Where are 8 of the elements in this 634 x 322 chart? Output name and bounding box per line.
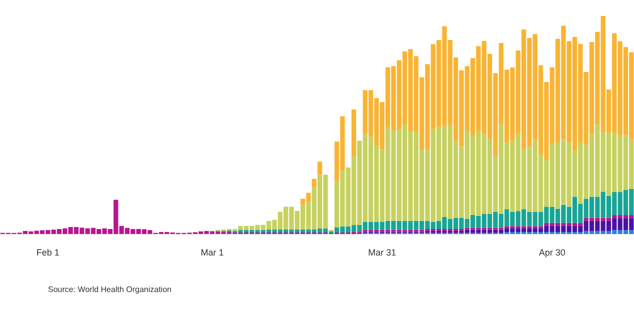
source-note: Source: World Health Organization xyxy=(48,285,172,294)
bar xyxy=(312,178,316,188)
bar xyxy=(318,162,322,175)
x-tick-label: Apr 30 xyxy=(538,248,566,258)
x-tick-label: Mar 1 xyxy=(200,248,224,258)
bar xyxy=(352,110,356,157)
x-tick-label: Feb 1 xyxy=(36,248,60,258)
x-tick-label: Mar 31 xyxy=(368,248,396,258)
